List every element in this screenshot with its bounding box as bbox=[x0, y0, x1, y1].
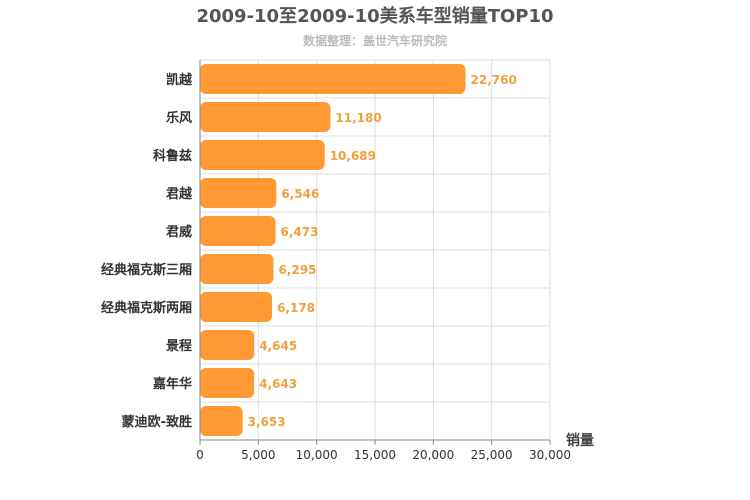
x-axis-label: 销量 bbox=[566, 432, 594, 449]
x-tick-label: 5,000 bbox=[241, 448, 275, 462]
value-labels: 22,760 11,180 10,689 6,546 6,473 6,295 6,178 4,… bbox=[248, 73, 517, 429]
category-label: 君威 bbox=[166, 224, 192, 240]
value-label: 22,760 bbox=[471, 73, 517, 87]
category-label: 科鲁兹 bbox=[153, 148, 192, 164]
bar bbox=[200, 406, 243, 436]
bar bbox=[200, 254, 274, 284]
x-tick-label: 20,000 bbox=[412, 448, 454, 462]
bar bbox=[200, 292, 273, 322]
bar bbox=[200, 140, 325, 170]
x-axis: 0 5,000 10,000 15,000 20,000 25,000 30,000 bbox=[196, 60, 571, 462]
category-label: 君越 bbox=[166, 186, 193, 202]
chart-subtitle: 数据整理：盖世汽车研究院 bbox=[303, 33, 447, 48]
category-label: 经典福克斯两厢 bbox=[101, 300, 192, 316]
bar bbox=[200, 216, 276, 246]
value-label: 6,546 bbox=[281, 187, 319, 201]
value-label: 3,653 bbox=[248, 415, 286, 429]
value-label: 4,643 bbox=[259, 377, 297, 391]
category-label: 嘉年华 bbox=[152, 376, 192, 392]
category-label: 经典福克斯三厢 bbox=[101, 262, 192, 278]
bar bbox=[200, 102, 331, 132]
value-label: 11,180 bbox=[335, 111, 381, 125]
category-label: 景程 bbox=[166, 339, 192, 354]
value-label: 6,295 bbox=[278, 263, 316, 277]
chart-title: 2009-10至2009-10美系车型销量TOP10 bbox=[196, 5, 553, 27]
x-tick-label: 10,000 bbox=[296, 448, 338, 462]
value-label: 4,645 bbox=[259, 339, 297, 353]
value-label: 6,473 bbox=[281, 225, 319, 239]
x-tick-label: 15,000 bbox=[354, 448, 396, 462]
category-label: 蒙迪欧-致胜 bbox=[122, 414, 192, 430]
bar bbox=[200, 64, 466, 94]
value-label: 10,689 bbox=[330, 149, 376, 163]
bar bbox=[200, 368, 255, 398]
bars bbox=[200, 64, 466, 436]
bar bbox=[200, 330, 255, 360]
bar bbox=[200, 178, 277, 208]
category-label: 凯越 bbox=[166, 72, 193, 88]
x-tick-label: 0 bbox=[196, 448, 204, 462]
x-tick-label: 30,000 bbox=[529, 448, 571, 462]
x-tick-label: 25,000 bbox=[471, 448, 513, 462]
category-label: 乐风 bbox=[166, 110, 192, 126]
value-label: 6,178 bbox=[277, 301, 315, 315]
